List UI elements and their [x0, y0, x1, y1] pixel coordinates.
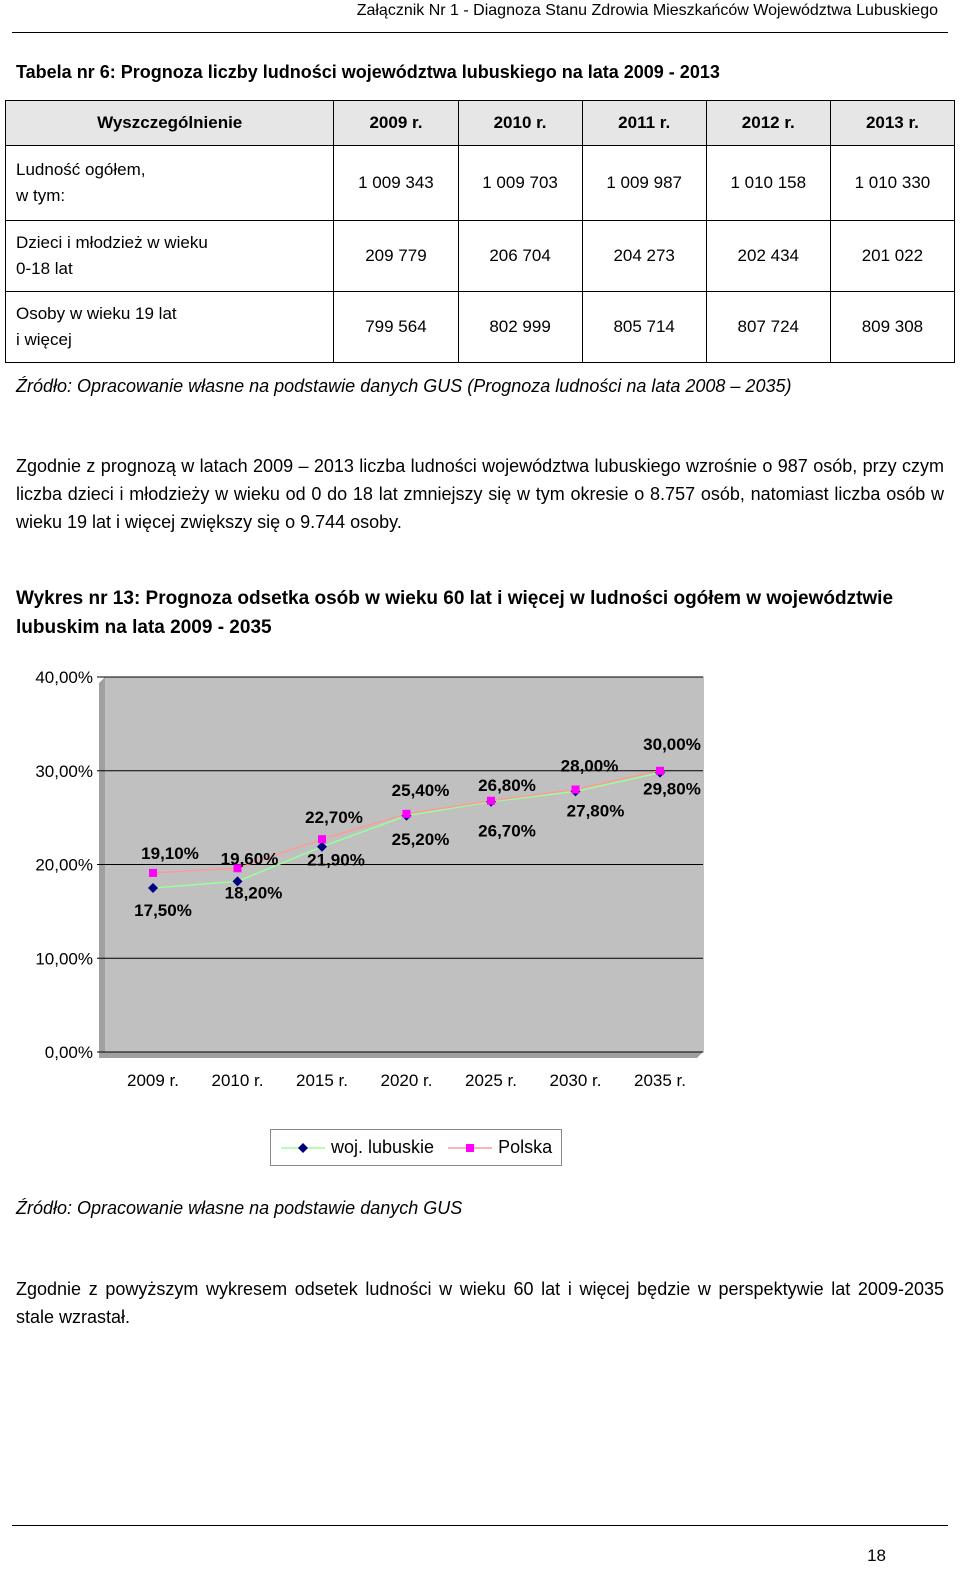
data-label: 28,00% [561, 757, 619, 776]
row-label: Osoby w wieku 19 lat i więcej [4, 291, 335, 363]
x-tick-label: 2025 r. [465, 1071, 517, 1090]
data-label: 27,80% [567, 801, 625, 820]
x-tick-label: 2010 r. [212, 1071, 264, 1090]
data-point-polska [487, 796, 495, 805]
y-tick-label: 10,00% [35, 949, 93, 968]
chart-legend: woj. lubuskie Polska [270, 1129, 562, 1166]
legend-label: woj. lubuskie [331, 1137, 435, 1157]
table-cell: 206 704 [457, 220, 583, 292]
y-tick-label: 0,00% [45, 1043, 93, 1062]
table-source-note: Źródło: Opracowanie własne na podstawie … [16, 376, 792, 396]
table-cell: 799 564 [333, 291, 459, 363]
table-cell: 202 434 [705, 220, 831, 292]
paragraph-population: Zgodnie z prognozą w latach 2009 – 2013 … [16, 456, 944, 532]
data-label: 19,10% [141, 844, 199, 863]
data-point-lubuskie [317, 841, 327, 852]
table-row: Ludność ogółem, w tym: 1 009 343 1 009 70… [4, 145, 956, 221]
y-tick-label: 40,00% [35, 668, 93, 687]
data-point-lubuskie [232, 876, 243, 887]
diamond-marker-icon [281, 1142, 325, 1153]
table-cell: 1 010 158 [705, 145, 831, 221]
square-marker-icon [448, 1143, 493, 1152]
data-label: 22,70% [305, 808, 363, 827]
chart-source-note: Źródło: Opracowanie własne na podstawie … [16, 1198, 463, 1218]
table-header-cell: 2010 r. [457, 100, 583, 146]
data-label: 17,50% [134, 901, 192, 920]
table-cell: 1 009 987 [581, 145, 707, 221]
paragraph-conclusion: Zgodnie z powyższym wykresem odsetek lud… [16, 1279, 944, 1327]
x-tick-label: 2030 r. [550, 1071, 602, 1090]
header-divider [12, 32, 948, 33]
document-header: Załącznik Nr 1 - Diagnoza Stanu Zdrowia … [356, 2, 938, 19]
table-row: Dzieci i młodzież w wieku 0-18 lat 209 77… [4, 220, 956, 292]
legend-item-polska: Polska [448, 1137, 552, 1158]
table-header-cell: 2012 r. [705, 100, 831, 146]
data-point-polska [402, 809, 411, 818]
data-point-polska [571, 785, 580, 794]
data-label: 19,60% [221, 849, 279, 868]
x-tick-label: 2035 r. [634, 1071, 686, 1090]
elderly-share-line-chart: 0,00% 10,00% 20,00% 30,00% 40,00% 2009 r. 2010… [35, 668, 704, 1090]
table-cell: 1 009 343 [333, 145, 459, 221]
data-point-polska [149, 868, 157, 877]
table-header-cell: 2011 r. [581, 100, 707, 146]
data-label: 25,40% [392, 781, 450, 800]
data-label: 21,90% [307, 851, 365, 870]
data-point-polska [656, 766, 664, 775]
table-title: Tabela nr 6: Prognoza liczby ludności wo… [16, 62, 720, 82]
data-point-polska [233, 864, 242, 873]
table-cell: 1 010 330 [829, 145, 956, 221]
y-tick-label: 30,00% [35, 762, 93, 781]
x-tick-label: 2009 r. [127, 1071, 179, 1090]
table-header-row: Wyszczególnienie 2009 r. 2010 r. 2011 r.… [4, 100, 956, 146]
page-number: 18 [867, 1546, 886, 1565]
table-cell: 807 724 [705, 291, 831, 363]
table-cell: 805 714 [581, 291, 707, 363]
table-header-cell: Wyszczególnienie [4, 100, 335, 146]
data-point-polska [318, 835, 326, 844]
population-forecast-table: Wyszczególnienie 2009 r. 2010 r. 2011 r.… [4, 100, 956, 363]
data-label: 29,80% [643, 780, 701, 799]
table-header-cell: 2013 r. [829, 100, 956, 146]
data-label: 30,00% [643, 735, 701, 754]
table-cell: 201 022 [829, 220, 956, 292]
x-tick-label: 2015 r. [296, 1071, 348, 1090]
data-point-lubuskie [148, 882, 158, 893]
table-row: Osoby w wieku 19 lat i więcej 799 564 802… [4, 291, 956, 363]
data-label: 26,80% [478, 776, 536, 795]
chart-title: Wykres nr 13: Prognoza odsetka osób w wi… [16, 588, 894, 638]
row-label: Ludność ogółem, w tym: [4, 145, 335, 221]
y-tick-label: 20,00% [35, 856, 93, 875]
data-label: 18,20% [225, 883, 283, 902]
table-cell: 209 779 [333, 220, 459, 292]
data-label: 25,20% [392, 830, 450, 849]
table-cell: 1 009 703 [457, 145, 583, 221]
legend-item-lubuskie: woj. lubuskie [281, 1137, 434, 1158]
table-cell: 802 999 [457, 291, 583, 363]
table-cell: 809 308 [829, 291, 956, 363]
data-label: 26,70% [478, 822, 536, 841]
legend-label: Polska [498, 1137, 553, 1157]
table-header-cell: 2009 r. [333, 100, 459, 146]
x-tick-label: 2020 r. [381, 1071, 433, 1090]
footer-divider [12, 1525, 948, 1526]
table-cell: 204 273 [581, 220, 707, 292]
row-label: Dzieci i młodzież w wieku 0-18 lat [4, 220, 335, 292]
